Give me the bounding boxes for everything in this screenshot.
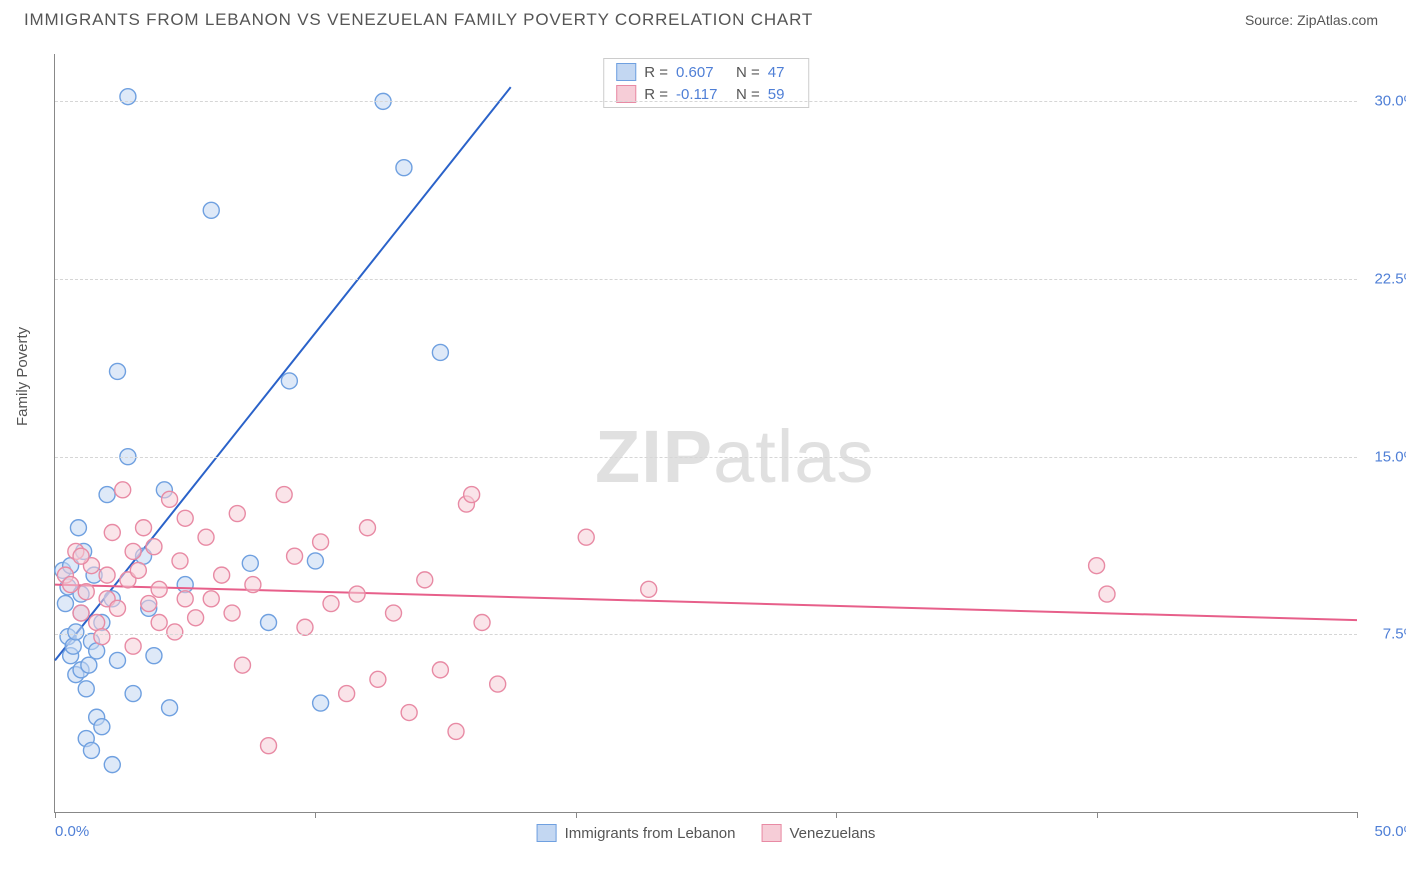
plot-container: Family Poverty ZIPatlas R = 0.607 N = 47…	[30, 46, 1380, 838]
y-axis-label: Family Poverty	[14, 327, 31, 426]
legend-series: Immigrants from Lebanon Venezuelans	[537, 824, 876, 842]
x-tick-label-min: 0.0%	[55, 823, 89, 840]
legend-series-swatch-1	[762, 824, 782, 842]
chart-title: IMMIGRANTS FROM LEBANON VS VENEZUELAN FA…	[24, 10, 813, 30]
r-label-1: R =	[644, 86, 668, 103]
y-tick-label: 15.0%	[1361, 448, 1406, 465]
source-label: Source: ZipAtlas.com	[1245, 12, 1378, 28]
x-tick-label-max: 50.0%	[1374, 823, 1406, 840]
r-value-0: 0.607	[676, 64, 728, 81]
r-label-0: R =	[644, 64, 668, 81]
legend-swatch-1	[616, 85, 636, 103]
legend-series-swatch-0	[537, 824, 557, 842]
y-tick-label: 22.5%	[1361, 271, 1406, 288]
y-tick-label: 30.0%	[1361, 93, 1406, 110]
r-value-1: -0.117	[676, 86, 728, 103]
legend-series-label-0: Immigrants from Lebanon	[565, 825, 736, 842]
plot-area: ZIPatlas R = 0.607 N = 47 R = -0.117 N =…	[54, 54, 1357, 813]
legend-series-label-1: Venezuelans	[790, 825, 876, 842]
scatter-svg	[55, 54, 1357, 812]
y-tick-label: 7.5%	[1361, 626, 1406, 643]
n-label-1: N =	[736, 86, 760, 103]
legend-series-item-0: Immigrants from Lebanon	[537, 824, 736, 842]
n-value-1: 59	[768, 86, 796, 103]
n-value-0: 47	[768, 64, 796, 81]
legend-series-item-1: Venezuelans	[762, 824, 876, 842]
legend-swatch-0	[616, 63, 636, 81]
legend-stats-row-0: R = 0.607 N = 47	[604, 61, 808, 83]
n-label-0: N =	[736, 64, 760, 81]
